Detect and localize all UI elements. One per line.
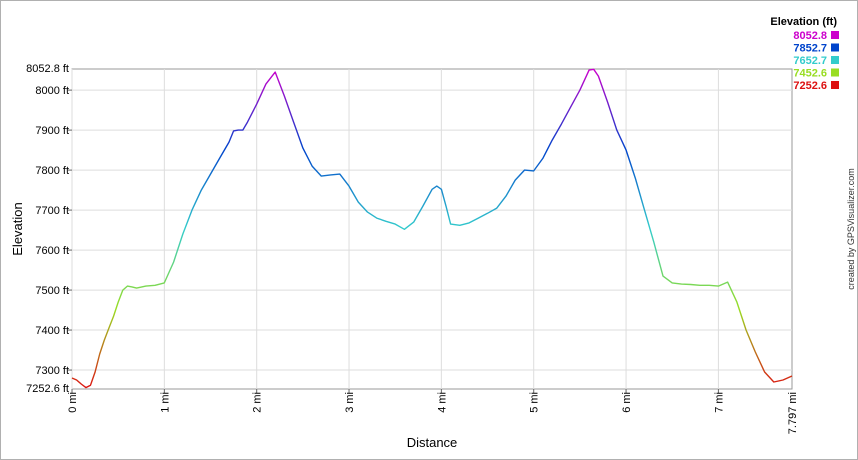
legend-entry-label: 7252.6	[793, 80, 827, 92]
legend-entry-label: 7652.7	[793, 55, 827, 67]
x-tick-label: 6 mi	[621, 392, 633, 413]
x-tick-label: 0 mi	[67, 392, 79, 413]
y-tick-label: 7700 ft	[35, 205, 69, 217]
legend-title: Elevation (ft)	[770, 16, 837, 28]
y-tick-label: 7400 ft	[35, 325, 69, 337]
x-tick-label: 5 mi	[529, 392, 541, 413]
y-tick-label: 7900 ft	[35, 125, 69, 137]
plot-area	[71, 68, 793, 390]
legend-entry-label: 8052.8	[793, 30, 827, 42]
x-tick-label: 7 mi	[713, 392, 725, 413]
y-axis-title: Elevation	[10, 202, 25, 255]
y-tick-label: 7800 ft	[35, 165, 69, 177]
legend-swatch	[831, 56, 839, 64]
legend-swatch	[831, 43, 839, 52]
x-tick-label: 4 mi	[436, 392, 448, 413]
y-axis-ticks: 7300 ft 7400 ft 7500 ft 7600 ft 7700 ft 7800 …	[26, 63, 72, 395]
elevation-line	[71, 68, 793, 389]
y-tick-label: 7300 ft	[35, 365, 69, 377]
x-tick-label: 2 mi	[252, 392, 264, 413]
legend-swatch	[831, 81, 839, 89]
y-tick-label: 8000 ft	[35, 85, 69, 97]
x-tick-label: 3 mi	[344, 392, 356, 413]
legend-swatch	[831, 31, 839, 39]
legend: Elevation (ft) 8052.87852.77652.77452.67…	[770, 16, 839, 92]
x-axis-ticks: 0 mi 1 mi 2 mi 3 mi 4 mi 5 mi 6 mi 7 mi 7.797 mi	[67, 389, 799, 434]
x-tick-label: 1 mi	[159, 392, 171, 413]
y-tick-label: 7500 ft	[35, 285, 69, 297]
y-min-label: 7252.6 ft	[26, 383, 69, 395]
x-end-label: 7.797 mi	[787, 392, 799, 434]
credit-text: created by GPSVisualizer.com	[846, 168, 856, 289]
x-axis-title: Distance	[407, 435, 458, 450]
legend-entry-label: 7452.6	[793, 68, 827, 80]
y-tick-label: 7600 ft	[35, 245, 69, 257]
legend-entry-label: 7852.7	[793, 43, 827, 55]
legend-swatch	[831, 68, 839, 77]
y-max-label: 8052.8 ft	[26, 63, 69, 75]
